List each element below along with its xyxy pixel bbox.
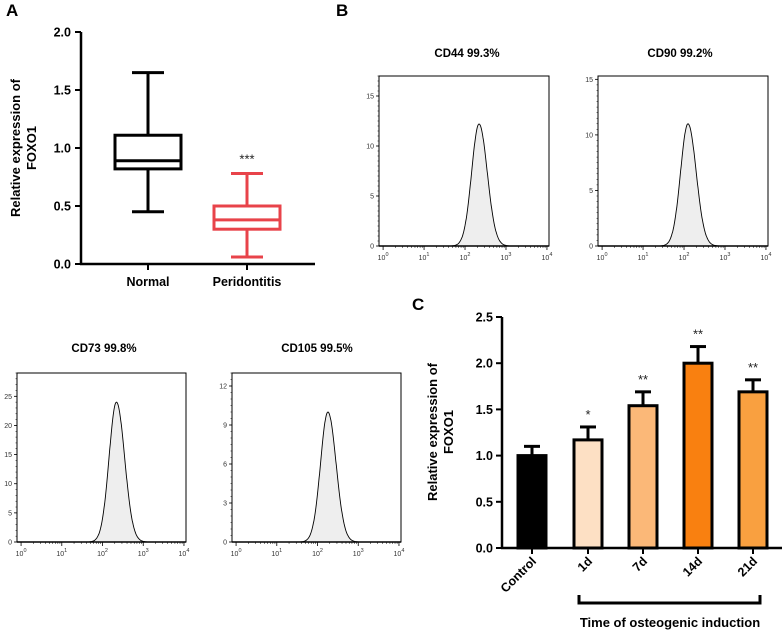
panel-label-c: C [412,295,424,314]
histogram-x-tick-label: 102 [312,548,323,558]
c-bar-14d [682,361,714,550]
cd44-title: CD44 99.3% [434,48,499,60]
histogram-y-tick-label: 10 [366,144,374,151]
histogram-x-tick-label: 103 [501,252,512,262]
histogram-curve [232,411,401,543]
a-box-peridontitis [212,172,282,259]
histogram-y-tick-label: 9 [223,423,227,430]
c-significance: ** [748,360,758,375]
a-ylabel-line2: FOXO1 [24,126,39,170]
c-x-tick-label: 21d [735,554,760,579]
histogram-frame [16,372,187,543]
c-bar-21d [737,390,769,550]
cd73-title: CD73 99.8% [71,343,136,355]
panel-b-cd90-histogram: CD90 99.2% 0 5 10 15 100 101 102 103 104 [585,48,771,262]
histogram-y-tick-label: 10 [585,132,593,139]
histogram-x-tick-label: 100 [378,252,389,262]
histogram-x-tick-label: 100 [597,252,608,262]
histogram-x-tick-label: 103 [138,548,149,558]
c-significance: * [585,407,590,422]
histogram-frame [378,75,550,247]
histogram-x-tick-label: 104 [394,548,405,558]
histogram-y-tick-label: 12 [219,384,227,391]
cd90-title: CD90 99.2% [647,48,712,60]
histogram-x-tick-label: 100 [16,548,27,558]
histogram-x-tick-label: 104 [761,252,772,262]
c-x-tick-label: 14d [680,554,705,579]
a-y-tick-label: 1.0 [54,142,71,156]
c-y-tick-label: 2.0 [476,357,493,371]
histogram-x-tick-label: 102 [679,252,690,262]
c-bar-1d [572,438,604,550]
panel-b-cd105-histogram: CD105 99.5% 0 3 6 9 12 100 101 102 103 104 [219,343,404,558]
a-box-normal [113,71,183,214]
histogram-y-tick-label: 20 [4,423,12,430]
c-x-tick-label: Control [498,554,539,595]
histogram-y-tick-label: 5 [589,188,593,195]
c-bar-control [516,454,548,550]
histogram-x-tick-label: 104 [542,252,553,262]
histogram-x-tick-label: 101 [638,252,649,262]
panel-label-a: A [6,1,18,20]
c-ylabel-line2: FOXO1 [441,410,456,454]
histogram-y-tick-label: 10 [4,481,12,488]
panel-a-boxplot: Relative expression of FOXO1 0.0 0.5 1.0 1.… [8,26,315,289]
a-y-tick-label: 0.0 [54,258,71,272]
panel-label-b: B [336,1,348,20]
histogram-x-tick-label: 103 [720,252,731,262]
panel-b-cd44-histogram: CD44 99.3% 0 5 10 15 100 101 102 103 104 [366,48,552,262]
histogram-x-tick-label: 101 [271,548,282,558]
histogram-x-tick-label: 101 [56,548,67,558]
histogram-x-tick-label: 103 [353,548,364,558]
a-significance: *** [239,152,254,167]
histogram-y-tick-label: 5 [8,510,12,517]
histogram-x-tick-label: 101 [419,252,430,262]
a-ylabel-line1: Relative expression of [8,78,23,217]
histogram-y-tick-label: 0 [589,244,593,251]
histogram-y-tick-label: 0 [223,540,227,547]
c-x-tick-label: 7d [630,554,650,574]
panel-c-barchart: Relative expression of FOXO1 Time of ost… [425,311,782,630]
histogram-y-tick-label: 0 [370,244,374,251]
a-y-tick-label: 1.5 [54,84,71,98]
a-y-tick-label: 2.0 [54,26,71,40]
c-x-tick-label: 1d [575,554,595,574]
histogram-y-tick-label: 25 [4,394,12,401]
histogram-x-tick-label: 102 [97,548,108,558]
a-x-tick-label: Peridontitis [213,275,282,289]
histogram-curve [17,401,186,543]
histogram-y-tick-label: 5 [370,194,374,201]
c-induction-bracket [577,595,762,605]
c-ylabel-line1: Relative expression of [425,362,440,501]
histogram-curve [379,123,549,247]
histogram-y-tick-label: 6 [223,462,227,469]
histogram-x-tick-label: 104 [179,548,190,558]
a-x-tick-label: Normal [126,275,169,289]
panel-b-cd73-histogram: CD73 99.8% 0 5 10 15 20 25 100 101 102 103 104 [4,343,189,558]
histogram-x-tick-label: 102 [460,252,471,262]
histogram-y-tick-label: 15 [585,77,593,84]
a-y-tick-label: 0.5 [54,200,71,214]
cd105-title: CD105 99.5% [281,343,353,355]
c-y-tick-label: 2.5 [476,311,493,325]
c-significance: ** [638,372,648,387]
a-box-iqr [212,204,282,231]
histogram-y-tick-label: 0 [8,540,12,547]
c-xlabel: Time of osteogenic induction [580,615,760,630]
histogram-y-tick-label: 15 [366,94,374,101]
c-significance: ** [693,327,703,342]
c-bar-7d [627,404,659,550]
histogram-curve [598,123,768,247]
c-y-tick-label: 0.5 [476,495,493,509]
c-y-tick-label: 1.5 [476,403,493,417]
c-y-tick-label: 0.0 [476,542,493,556]
a-box-iqr [113,133,183,171]
c-y-tick-label: 1.0 [476,449,493,463]
histogram-y-tick-label: 3 [223,501,227,508]
histogram-x-tick-label: 100 [231,548,242,558]
histogram-y-tick-label: 15 [4,452,12,459]
